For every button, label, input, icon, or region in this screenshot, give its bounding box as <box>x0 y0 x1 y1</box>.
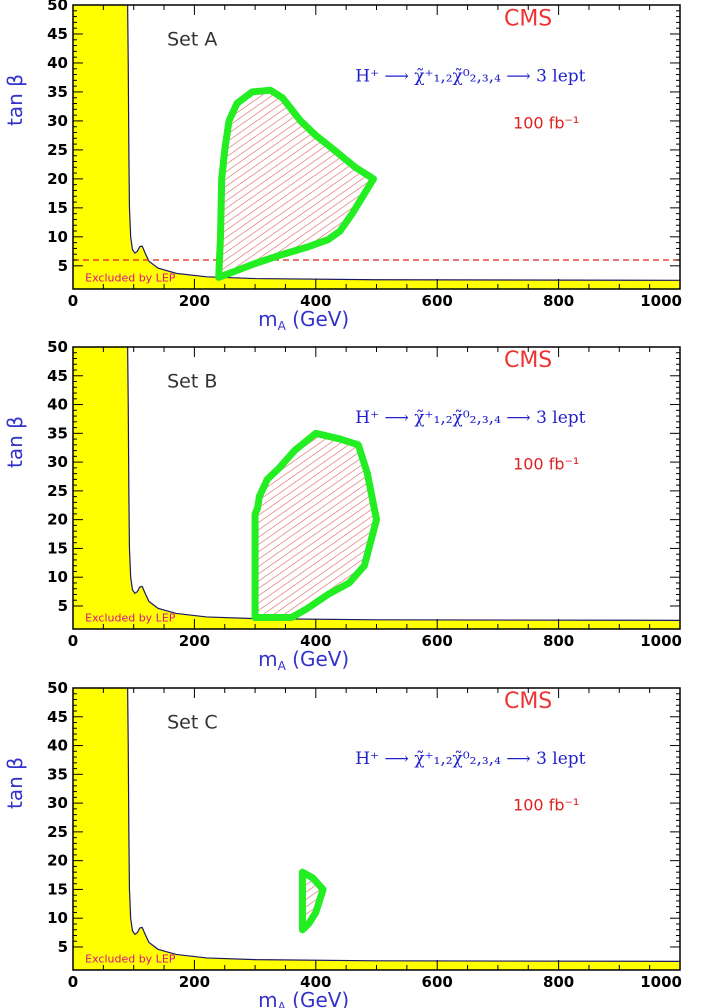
x-tick-label: 400 <box>300 973 331 991</box>
y-tick-label: 30 <box>47 453 68 471</box>
x-tick-label: 0 <box>68 632 78 650</box>
y-tick-label: 25 <box>47 482 68 500</box>
x-axis-label: mA (GeV) <box>258 988 349 1008</box>
y-tick-label: 35 <box>47 765 68 783</box>
x-tick-label: 800 <box>543 292 574 310</box>
y-tick-label: 15 <box>47 199 68 217</box>
y-tick-label: 50 <box>47 679 68 697</box>
signal-region-contour <box>251 429 380 621</box>
lep-boundary-line <box>127 4 681 281</box>
y-tick-label: 5 <box>58 257 68 275</box>
x-tick-label: 400 <box>300 292 331 310</box>
luminosity-label: 100 fb⁻¹ <box>513 455 579 474</box>
y-tick-label: 5 <box>58 938 68 956</box>
signal-region-contour <box>298 868 327 934</box>
set-label: Set C <box>167 711 218 733</box>
y-tick-label: 45 <box>47 367 68 385</box>
x-tick-label: 600 <box>422 632 453 650</box>
x-tick-label: 0 <box>68 292 78 310</box>
y-axis-label: tan β <box>3 757 27 809</box>
excluded-region <box>73 347 680 629</box>
x-tick-label: 1000 <box>640 292 682 310</box>
y-tick-label: 50 <box>47 0 68 14</box>
process-label: H⁺ ⟶ χ̃⁺₁,₂χ̃⁰₂,₃,₄ ⟶ 3 lept <box>355 67 585 87</box>
excluded-region <box>73 688 680 970</box>
x-tick-label: 600 <box>422 292 453 310</box>
plot-frame <box>72 346 681 630</box>
process-label: H⁺ ⟶ χ̃⁺₁,₂χ̃⁰₂,₃,₄ ⟶ 3 lept <box>355 408 585 428</box>
y-tick-label: 5 <box>58 597 68 615</box>
y-tick-label: 10 <box>47 568 68 586</box>
y-tick-label: 50 <box>47 338 68 356</box>
experiment-label: CMS <box>504 689 552 714</box>
process-label: H⁺ ⟶ χ̃⁺₁,₂χ̃⁰₂,₃,₄ ⟶ 3 lept <box>355 749 585 769</box>
x-tick-label: 1000 <box>640 632 682 650</box>
y-tick-label: 10 <box>47 228 68 246</box>
y-tick-label: 35 <box>47 424 68 442</box>
x-tick-label: 600 <box>422 973 453 991</box>
x-tick-label: 800 <box>543 973 574 991</box>
luminosity-label: 100 fb⁻¹ <box>513 796 579 815</box>
x-tick-label: 200 <box>179 973 210 991</box>
set-label: Set B <box>167 370 217 392</box>
y-tick-label: 25 <box>47 141 68 159</box>
x-tick-label: 0 <box>68 973 78 991</box>
x-tick-label: 400 <box>300 632 331 650</box>
y-tick-label: 15 <box>47 539 68 557</box>
chart-panel-2: 0 200 400 600 800 1000 5 10 15 20 25 30 35 40 45 50 mA (… <box>3 338 682 673</box>
y-tick-label: 35 <box>47 83 68 101</box>
y-tick-label: 20 <box>47 170 68 188</box>
plot-frame <box>72 4 681 290</box>
x-axis-label: mA (GeV) <box>258 307 349 333</box>
y-tick-label: 45 <box>47 25 68 43</box>
y-tick-label: 20 <box>47 511 68 529</box>
y-tick-label: 20 <box>47 852 68 870</box>
experiment-label: CMS <box>504 348 552 373</box>
experiment-label: CMS <box>504 6 552 31</box>
x-tick-label: 200 <box>179 632 210 650</box>
y-tick-label: 40 <box>47 396 68 414</box>
y-tick-label: 40 <box>47 54 68 72</box>
y-tick-label: 15 <box>47 880 68 898</box>
excluded-lep-label: Excluded by LEP <box>85 612 176 625</box>
y-tick-label: 25 <box>47 823 68 841</box>
excluded-region <box>73 5 680 289</box>
luminosity-label: 100 fb⁻¹ <box>513 113 579 132</box>
excluded-lep-label: Excluded by LEP <box>85 271 176 284</box>
y-tick-label: 10 <box>47 909 68 927</box>
lep-boundary-line <box>127 346 681 621</box>
y-axis-label: tan β <box>3 74 27 126</box>
excluded-lep-label: Excluded by LEP <box>85 953 176 966</box>
chart-panel-3: 0 200 400 600 800 1000 5 10 15 20 25 30 35 40 45 50 mA (… <box>3 679 682 1008</box>
x-tick-label: 800 <box>543 632 574 650</box>
chart-panel-1: 0 200 400 600 800 1000 5 10 15 20 25 30 35 40 45 50 mA (… <box>3 0 682 333</box>
y-tick-label: 45 <box>47 708 68 726</box>
y-tick-label: 30 <box>47 112 68 130</box>
y-tick-label: 40 <box>47 737 68 755</box>
set-label: Set A <box>167 29 217 51</box>
y-tick-label: 30 <box>47 794 68 812</box>
signal-region-contour <box>215 86 377 281</box>
y-axis-label: tan β <box>3 416 27 468</box>
x-axis-label: mA (GeV) <box>258 647 349 673</box>
x-tick-label: 200 <box>179 292 210 310</box>
x-tick-label: 1000 <box>640 973 682 991</box>
plot-frame <box>72 687 681 971</box>
lep-boundary-line <box>127 687 681 962</box>
